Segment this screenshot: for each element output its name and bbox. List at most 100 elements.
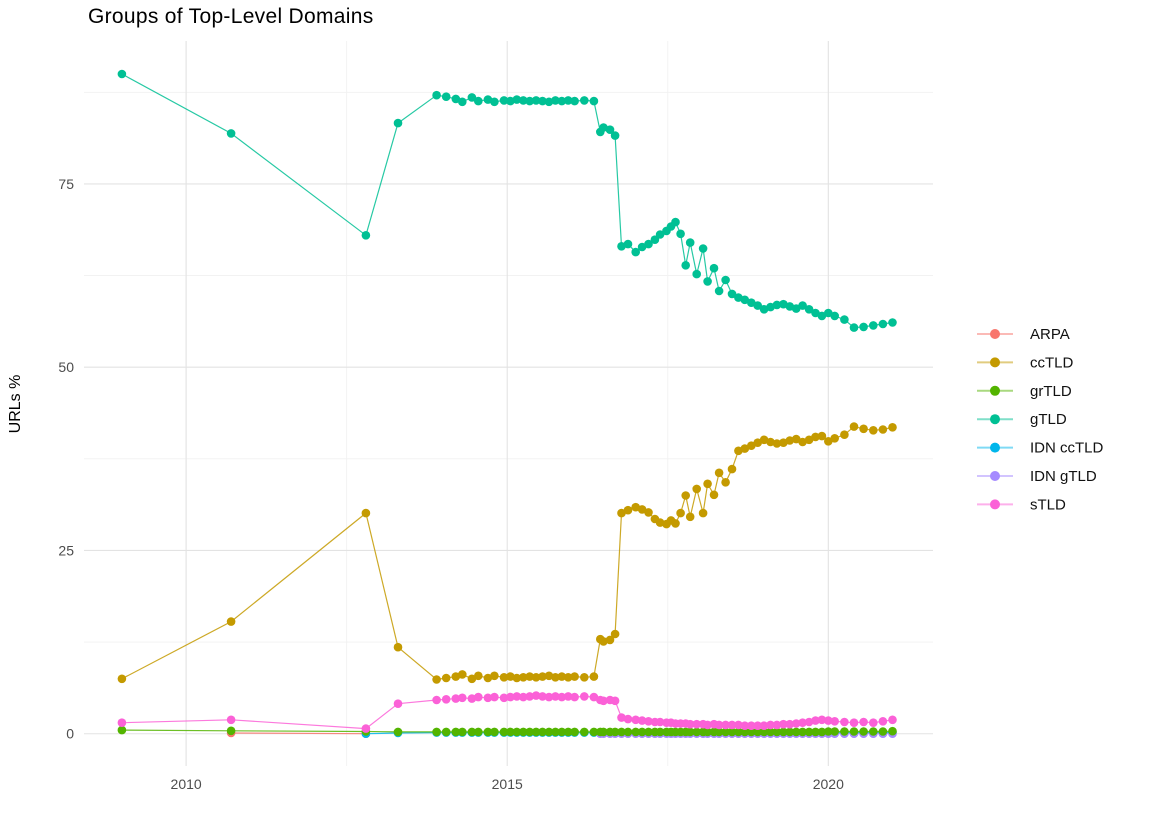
data-point bbox=[791, 434, 801, 444]
data-point bbox=[617, 727, 626, 737]
legend-key-dot bbox=[990, 471, 1000, 481]
data-point bbox=[655, 717, 665, 727]
data-point bbox=[474, 727, 483, 737]
data-point bbox=[859, 717, 868, 727]
data-point bbox=[740, 721, 750, 730]
data-point bbox=[798, 437, 807, 447]
data-point bbox=[441, 727, 451, 737]
data-point bbox=[698, 508, 708, 518]
data-point bbox=[531, 727, 541, 737]
data-point bbox=[563, 727, 573, 737]
data-point bbox=[451, 727, 461, 737]
data-point bbox=[467, 727, 477, 737]
data-point bbox=[580, 673, 589, 682]
data-point bbox=[551, 692, 560, 701]
data-point bbox=[824, 437, 833, 446]
data-point bbox=[361, 724, 371, 733]
legend-label: IDN ccTLD bbox=[1030, 440, 1104, 457]
data-point bbox=[817, 431, 827, 441]
data-point bbox=[393, 699, 403, 708]
data-point bbox=[791, 727, 801, 737]
data-point bbox=[727, 720, 737, 730]
legend-label: grTLD bbox=[1030, 383, 1072, 400]
legend-label: IDN gTLD bbox=[1030, 468, 1097, 485]
data-point bbox=[441, 92, 451, 101]
data-point bbox=[811, 432, 820, 442]
data-point bbox=[753, 727, 762, 737]
data-point bbox=[631, 247, 640, 257]
data-point bbox=[824, 716, 833, 725]
data-point bbox=[878, 717, 888, 726]
legend-label: sTLD bbox=[1030, 496, 1066, 513]
data-point bbox=[785, 436, 795, 445]
data-point bbox=[525, 692, 534, 701]
y-tick-label: 25 bbox=[58, 542, 74, 558]
data-point bbox=[538, 692, 547, 701]
data-point bbox=[580, 96, 589, 105]
y-tick-label: 75 bbox=[58, 176, 74, 192]
y-axis-title: URLs % bbox=[7, 375, 24, 434]
data-point bbox=[451, 672, 461, 681]
data-point bbox=[525, 672, 534, 681]
legend-item-arpa: ARPA bbox=[977, 326, 1070, 343]
data-point bbox=[483, 673, 493, 683]
data-point bbox=[869, 727, 878, 736]
grid-major bbox=[84, 41, 933, 766]
y-tick-label: 50 bbox=[58, 359, 74, 375]
data-point bbox=[589, 96, 599, 106]
data-point bbox=[512, 692, 522, 701]
data-point bbox=[226, 715, 236, 725]
data-point bbox=[740, 444, 750, 453]
data-point bbox=[623, 505, 633, 515]
legend-key-dot bbox=[990, 357, 1000, 368]
legend-label: ccTLD bbox=[1030, 354, 1074, 371]
data-point bbox=[772, 439, 782, 448]
data-point bbox=[703, 277, 712, 286]
data-point bbox=[580, 692, 589, 701]
data-point bbox=[432, 695, 441, 705]
data-point bbox=[817, 311, 827, 321]
data-point bbox=[772, 300, 782, 310]
data-point bbox=[685, 512, 695, 522]
data-point bbox=[474, 671, 483, 681]
data-point bbox=[747, 721, 756, 730]
data-point bbox=[117, 674, 127, 684]
legend-item-stld: sTLD bbox=[977, 496, 1066, 513]
data-point bbox=[766, 727, 775, 737]
data-point bbox=[676, 229, 685, 239]
data-point bbox=[117, 69, 127, 79]
data-point bbox=[727, 289, 737, 299]
data-point bbox=[467, 674, 477, 684]
data-point bbox=[692, 269, 701, 279]
data-point bbox=[830, 727, 839, 736]
data-point bbox=[499, 727, 509, 737]
legend-label: gTLD bbox=[1030, 411, 1067, 428]
data-point bbox=[432, 90, 441, 100]
data-point bbox=[878, 425, 888, 434]
data-point bbox=[888, 423, 897, 432]
data-point bbox=[849, 727, 859, 736]
data-point bbox=[617, 242, 626, 251]
data-point bbox=[849, 323, 859, 332]
data-point bbox=[441, 695, 451, 704]
data-point bbox=[685, 238, 695, 247]
data-point bbox=[772, 720, 782, 730]
data-point bbox=[779, 719, 788, 729]
data-point bbox=[544, 692, 554, 702]
data-point bbox=[811, 716, 820, 725]
data-point bbox=[671, 519, 680, 528]
data-point bbox=[506, 672, 515, 681]
data-point bbox=[703, 727, 712, 737]
data-point bbox=[766, 720, 775, 730]
data-point bbox=[361, 508, 371, 518]
data-point bbox=[551, 96, 560, 105]
data-point bbox=[811, 727, 820, 737]
data-point bbox=[557, 692, 567, 702]
data-point bbox=[692, 719, 701, 729]
data-point bbox=[727, 727, 737, 737]
data-point bbox=[483, 693, 493, 703]
data-point bbox=[698, 244, 708, 253]
data-point bbox=[531, 96, 541, 105]
data-point bbox=[610, 696, 620, 706]
data-point bbox=[451, 94, 461, 104]
